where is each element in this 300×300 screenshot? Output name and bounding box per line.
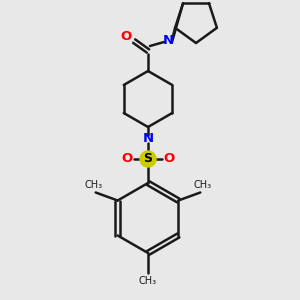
Text: CH₃: CH₃ [193, 179, 212, 190]
Circle shape [140, 151, 156, 167]
Text: N: N [142, 133, 154, 146]
Text: CH₃: CH₃ [139, 276, 157, 286]
Text: N: N [162, 34, 174, 47]
Text: CH₃: CH₃ [85, 179, 103, 190]
Text: S: S [143, 152, 152, 166]
Text: O: O [122, 152, 133, 166]
Text: O: O [120, 29, 132, 43]
Text: O: O [164, 152, 175, 166]
